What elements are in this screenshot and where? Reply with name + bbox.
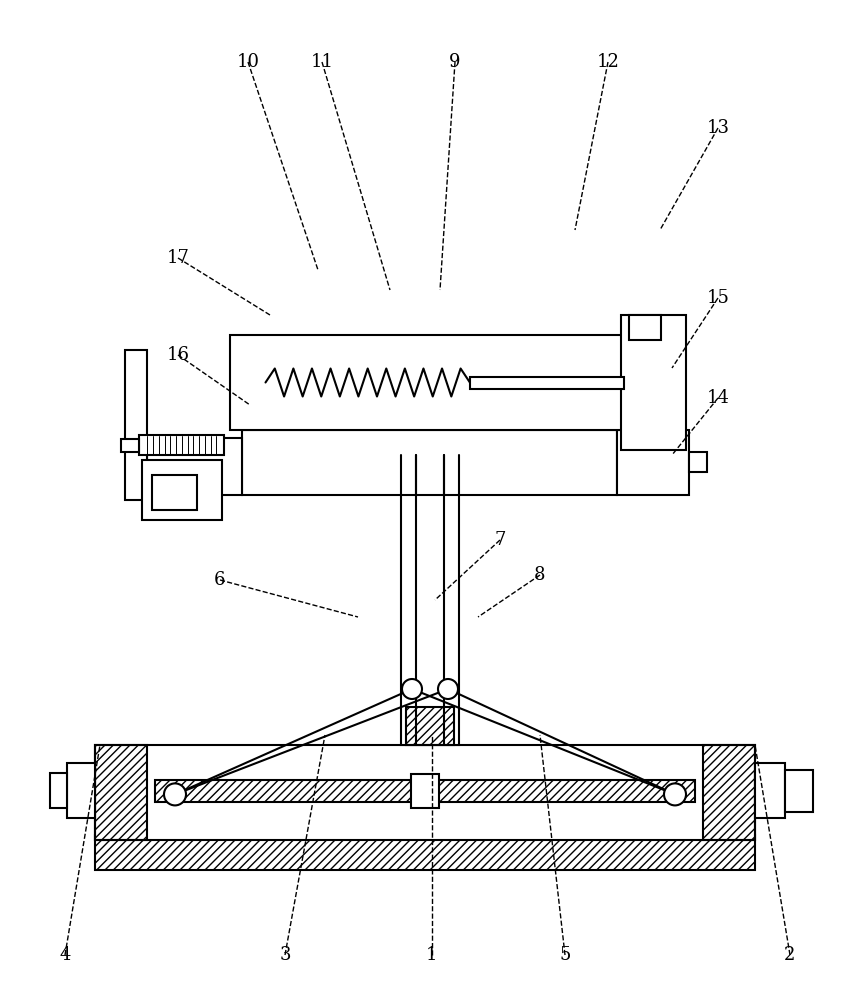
Bar xyxy=(242,430,616,495)
Bar xyxy=(139,435,224,455)
Bar xyxy=(621,315,685,450)
Text: 14: 14 xyxy=(706,389,728,407)
Circle shape xyxy=(401,679,422,699)
Bar xyxy=(95,745,754,840)
Bar xyxy=(230,335,629,430)
Bar xyxy=(95,745,147,840)
Text: 8: 8 xyxy=(534,566,545,584)
Circle shape xyxy=(663,783,685,805)
Bar xyxy=(155,780,694,802)
Text: 13: 13 xyxy=(706,119,728,137)
Bar xyxy=(703,745,754,840)
Circle shape xyxy=(164,783,186,805)
Text: 3: 3 xyxy=(279,946,290,964)
Bar xyxy=(126,350,147,500)
Bar xyxy=(469,376,623,388)
Bar xyxy=(411,774,438,808)
Text: 9: 9 xyxy=(449,53,461,71)
Text: 2: 2 xyxy=(784,946,795,964)
Text: 16: 16 xyxy=(166,346,189,364)
Text: 15: 15 xyxy=(706,289,728,307)
Text: 5: 5 xyxy=(559,946,570,964)
Text: 6: 6 xyxy=(214,571,226,589)
Text: 7: 7 xyxy=(493,531,505,549)
Circle shape xyxy=(437,679,457,699)
Bar xyxy=(406,707,454,745)
Bar xyxy=(784,770,812,812)
Bar xyxy=(50,773,67,808)
Bar xyxy=(95,835,754,870)
Bar xyxy=(121,439,139,452)
Text: 11: 11 xyxy=(310,53,333,71)
Bar xyxy=(142,460,222,520)
Text: 1: 1 xyxy=(425,946,437,964)
Bar xyxy=(400,455,458,745)
Bar xyxy=(754,763,784,818)
Text: 12: 12 xyxy=(596,53,619,71)
Bar xyxy=(629,315,660,340)
Text: 17: 17 xyxy=(166,249,189,267)
Bar xyxy=(67,763,95,818)
Text: 4: 4 xyxy=(59,946,71,964)
Bar xyxy=(152,475,197,510)
Bar xyxy=(689,452,707,472)
Text: 10: 10 xyxy=(236,53,259,71)
Bar xyxy=(147,438,242,495)
Bar xyxy=(616,430,689,495)
